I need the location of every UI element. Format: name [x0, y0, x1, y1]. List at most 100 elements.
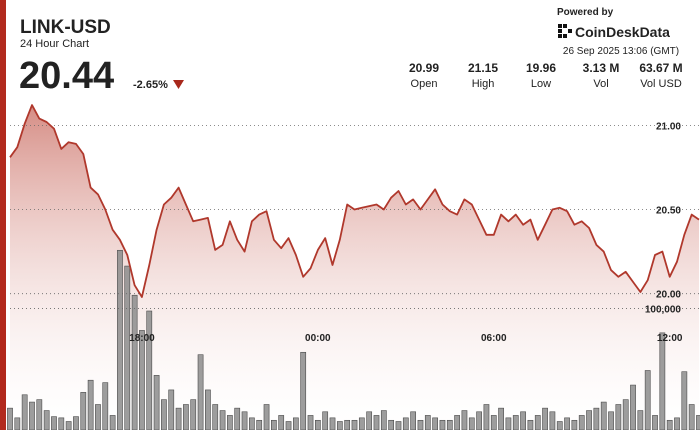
- volume-bar: [7, 407, 13, 430]
- volume-bar: [300, 351, 307, 430]
- volume-bar: [666, 419, 673, 430]
- volume-bar: [571, 419, 578, 430]
- volume-bar: [461, 410, 468, 430]
- volume-bar: [73, 416, 79, 430]
- volume-bar: [534, 415, 541, 430]
- volume-bar: [307, 415, 314, 430]
- volume-bar: [637, 410, 644, 430]
- volume-bar: [271, 419, 277, 430]
- volume-bar: [43, 410, 50, 430]
- volume-bar: [278, 415, 285, 430]
- volume-bar: [549, 411, 556, 430]
- volume-bar: [498, 407, 504, 430]
- down-arrow: [173, 80, 184, 89]
- volume-bar: [146, 310, 153, 430]
- volume-bar: [249, 417, 255, 430]
- volume-bar: [212, 404, 219, 430]
- volume-bar: [659, 332, 666, 430]
- volume-bar: [58, 417, 65, 430]
- volume-bar: [446, 419, 453, 430]
- volume-bar: [197, 354, 204, 430]
- volume-bar: [483, 404, 490, 430]
- volume-bar: [161, 399, 167, 430]
- y-tick-label: 20.00: [656, 290, 681, 301]
- volume-bar: [102, 382, 109, 430]
- volume-bar: [131, 294, 138, 430]
- volume-bar: [183, 404, 189, 430]
- volume-bar: [256, 419, 263, 430]
- volume-bar: [109, 415, 116, 430]
- volume-bar: [564, 417, 570, 430]
- volume-bar: [314, 419, 321, 430]
- brand-logo: [558, 24, 572, 38]
- stat-value: 63.67 M: [639, 61, 682, 75]
- stat-value: 3.13 M: [583, 61, 620, 75]
- stat-label: Vol USD: [640, 78, 682, 90]
- volume-bar: [65, 421, 72, 430]
- volume-bar: [366, 411, 373, 430]
- volume-bar: [117, 249, 123, 430]
- volume-bar: [227, 415, 233, 430]
- x-tick-label: 18:00: [129, 333, 155, 344]
- volume-bar: [322, 411, 329, 430]
- volume-bar: [124, 265, 131, 430]
- volume-bar: [153, 375, 160, 430]
- volume-bar: [402, 417, 409, 430]
- stat-value: 19.96: [526, 61, 556, 75]
- volume-bar: [424, 415, 431, 430]
- volume-bar: [542, 407, 548, 430]
- volume-bar: [586, 410, 592, 430]
- volume-bar: [388, 419, 395, 430]
- volume-bar: [36, 399, 43, 430]
- volume-bar: [439, 419, 446, 430]
- volume-bar: [190, 399, 197, 430]
- volume-bar: [87, 379, 94, 430]
- price: 20.44: [19, 55, 114, 97]
- x-tick-label: 06:00: [481, 333, 507, 344]
- stat-label: Open: [411, 78, 438, 90]
- volume-bar: [95, 404, 101, 430]
- volume-bar: [527, 419, 534, 430]
- price-line: [9, 104, 700, 298]
- volume-bar: [674, 417, 680, 430]
- timestamp: 26 Sep 2025 13:06 (GMT): [563, 46, 679, 57]
- stat-value: 21.15: [468, 61, 498, 75]
- volume-bar: [285, 421, 292, 430]
- volume-bar: [168, 389, 175, 430]
- accent-bar: [0, 0, 6, 430]
- volume-bar: [681, 371, 688, 430]
- volume-bar: [241, 411, 248, 430]
- volume-bar: [344, 419, 351, 430]
- volume-bar: [292, 417, 299, 430]
- volume-bar: [615, 404, 622, 430]
- volume-bar: [205, 389, 211, 430]
- volume-bar: [263, 404, 270, 430]
- volume-bar: [219, 410, 226, 430]
- volume-bar: [351, 419, 358, 430]
- volume-bar: [696, 415, 700, 430]
- volume-bar: [329, 417, 336, 430]
- volume-bar: [380, 410, 387, 430]
- volume-bar: [395, 421, 402, 430]
- powered-by: Powered by: [557, 7, 614, 18]
- volume-bar: [520, 411, 526, 430]
- volume-bar: [600, 401, 607, 430]
- stat-value: 20.99: [409, 61, 439, 75]
- volume-bar: [468, 417, 475, 430]
- volume-bar: [417, 419, 424, 430]
- stats: 20.99 Open 21.15 High 19.96 Low 3.13 M Vol 63.67…: [409, 61, 683, 90]
- volume-bar: [410, 411, 417, 430]
- volume-bar: [234, 407, 241, 430]
- volume-bar: [490, 415, 497, 430]
- volume-bar: [512, 415, 519, 430]
- volume-bar: [652, 415, 658, 430]
- volume-bar: [432, 417, 438, 430]
- volume-bar: [556, 421, 563, 430]
- x-tick-label: 00:00: [305, 333, 331, 344]
- volume-bar: [80, 392, 87, 430]
- volume-bar: [593, 407, 600, 430]
- volume-bar: [336, 421, 343, 430]
- volume-bar: [505, 417, 512, 430]
- volume-bar: [622, 399, 629, 430]
